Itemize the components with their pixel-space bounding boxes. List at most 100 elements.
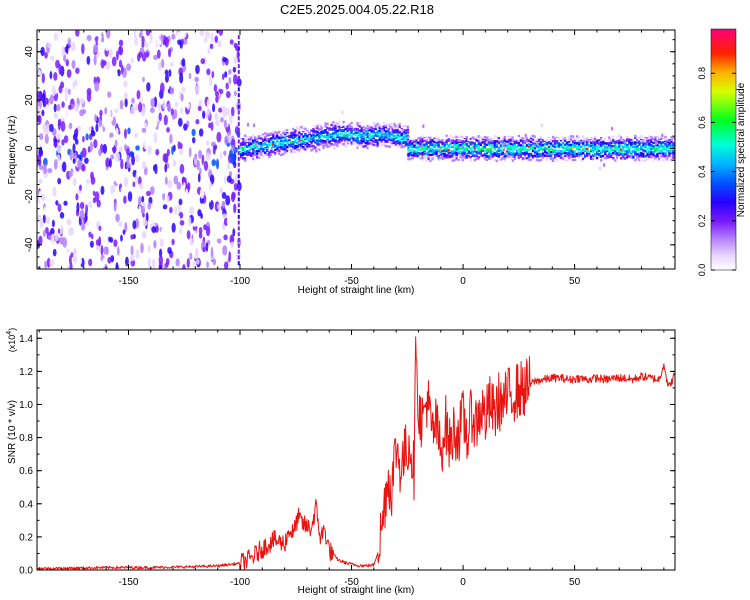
heatmap-cell [370, 123, 373, 127]
heatmap-cell [415, 140, 418, 143]
heatmap-cell [56, 154, 61, 163]
heatmap-cell [662, 154, 665, 157]
heatmap-cell [402, 136, 406, 139]
heatmap-cell [427, 157, 430, 160]
heatmap-cell [250, 146, 253, 149]
heatmap-cell [486, 137, 489, 142]
heatmap-cell [340, 123, 343, 126]
heatmap-cell [606, 146, 609, 149]
heatmap-cell [483, 136, 486, 139]
heatmap-cell [296, 133, 299, 137]
heatmap-cell [310, 136, 313, 139]
heatmap-cell [473, 148, 476, 151]
heatmap-cell [123, 53, 129, 63]
heatmap-cell [102, 118, 107, 128]
heatmap-cell [276, 134, 279, 138]
heatmap-cell [43, 157, 48, 167]
heatmap-cell [304, 141, 307, 145]
heatmap-cell [256, 135, 259, 139]
heatmap-cell [624, 142, 627, 145]
heatmap-cell [86, 178, 90, 185]
heatmap-cell [63, 135, 69, 144]
heatmap-cell [483, 139, 486, 142]
heatmap-cell [604, 154, 607, 158]
heatmap-cell [497, 140, 501, 144]
heatmap-cell [378, 130, 381, 134]
heatmap-cell [292, 145, 295, 149]
heatmap-cell [322, 141, 325, 144]
heatmap-cell [509, 138, 513, 141]
heatmap-cell [483, 145, 486, 149]
heatmap-cell [563, 151, 567, 155]
heatmap-cell [411, 154, 414, 157]
heatmap-cell [79, 201, 85, 210]
heatmap-cell [189, 238, 194, 246]
heatmap-cell [577, 146, 581, 150]
heatmap-cell [652, 141, 655, 144]
heatmap-cell [179, 220, 185, 226]
heatmap-cell [376, 143, 379, 147]
heatmap-cell [423, 154, 426, 158]
heatmap-cell [662, 152, 665, 155]
heatmap-cell [237, 145, 240, 150]
heatmap-cell [322, 129, 325, 133]
heatmap-cell [521, 141, 525, 144]
heatmap-cell [614, 150, 617, 153]
heatmap-cell [49, 259, 55, 268]
heatmap-cell [300, 146, 303, 149]
heatmap-cell [274, 131, 277, 134]
heatmap-cell [364, 124, 367, 128]
heatmap-cell [524, 133, 527, 138]
heatmap-cell [575, 145, 579, 149]
heatmap-cell [39, 133, 44, 140]
heatmap-cell [306, 138, 309, 141]
heatmap-cell [370, 134, 373, 138]
heatmap-cell [547, 141, 551, 145]
heatmap-cell [254, 153, 257, 157]
heatmap-cell [124, 176, 128, 188]
heatmap-cell [555, 158, 559, 162]
heatmap-cell [461, 153, 464, 156]
heatmap-cell [354, 127, 357, 131]
heatmap-cell [475, 153, 478, 156]
heatmap-cell [620, 136, 623, 139]
heatmap-cell [666, 137, 669, 140]
heatmap-cell [425, 147, 428, 151]
heatmap-cell [435, 156, 438, 160]
y-tick-label: 0.0 [19, 566, 33, 577]
heatmap-cell [346, 129, 349, 133]
heatmap-cell [443, 139, 446, 143]
heatmap-cell [604, 142, 607, 145]
heatmap-cell [96, 199, 101, 208]
heatmap-cell [573, 144, 577, 147]
heatmap-cell [290, 141, 293, 144]
heatmap-cell [262, 139, 265, 143]
heatmap-cell [338, 143, 341, 146]
heatmap-cell [92, 44, 98, 54]
heatmap-cell [495, 159, 499, 163]
heatmap-cell [477, 151, 480, 155]
heatmap-cell [70, 41, 76, 52]
heatmap-cell [453, 159, 456, 162]
heatmap-cell [93, 54, 97, 66]
heatmap-cell [242, 137, 245, 141]
heatmap-cell [386, 123, 389, 126]
heatmap-cell [626, 156, 629, 159]
heatmap-cell [622, 155, 625, 158]
heatmap-cell [205, 140, 210, 146]
heatmap-cell [110, 185, 114, 195]
heatmap-cell [483, 157, 486, 160]
heatmap-cell [507, 145, 511, 148]
heatmap-cell [628, 158, 631, 161]
heatmap-cell [296, 126, 299, 129]
heatmap-cell [407, 148, 410, 152]
heatmap-cell [668, 135, 671, 139]
heatmap-cell [630, 152, 633, 155]
heatmap-cell [413, 152, 416, 155]
heatmap-cell [216, 238, 222, 244]
heatmap-cell [634, 136, 637, 140]
heatmap-cell [513, 155, 517, 158]
heatmap-cell [288, 132, 291, 135]
heatmap-cell [636, 147, 639, 151]
